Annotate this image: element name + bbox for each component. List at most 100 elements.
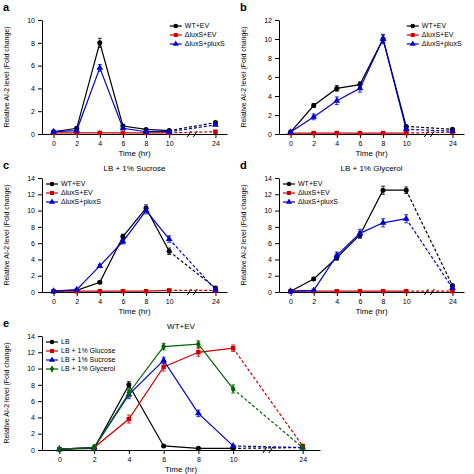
- legend-item: ΔluxS+EV: [283, 189, 330, 196]
- x-tick: 2: [75, 292, 79, 305]
- x-tick-mark: [164, 450, 165, 454]
- y-tick: 14: [27, 175, 42, 182]
- y-axis-title: Relative AI-2 level (Fold change): [240, 184, 248, 285]
- y-tick: 4: [31, 414, 42, 421]
- legend-label: LB + 1% Sucrose: [61, 356, 115, 363]
- series-line: [291, 39, 407, 132]
- y-tick-mark: [38, 211, 42, 212]
- y-tick-mark: [38, 111, 42, 112]
- point: [335, 289, 339, 293]
- x-axis-title: Time (hr): [118, 149, 150, 158]
- y-tick-label: 2: [268, 112, 272, 119]
- series-line-gap: [406, 291, 452, 292]
- y-tick: 8: [268, 224, 279, 231]
- y-tick-mark: [38, 369, 42, 370]
- y-tick: 0: [268, 289, 279, 296]
- y-axis: 02468101214: [27, 333, 42, 454]
- error-bar: [312, 104, 316, 108]
- x-tick-label: 6: [121, 298, 125, 305]
- series-line-gap: [406, 129, 452, 131]
- y-tick-mark: [38, 20, 42, 21]
- y-tick-label: 4: [268, 256, 272, 263]
- y-axis-line: [42, 21, 43, 135]
- x-tick: 8: [382, 134, 386, 147]
- legend-swatch-marker: [50, 191, 54, 195]
- figure: 0246810240246810Time (hr)Relative AI-2 l…: [0, 0, 474, 474]
- x-tick: 2: [312, 134, 316, 147]
- legend-swatch-marker: [411, 33, 415, 37]
- y-tick: 12: [264, 17, 279, 24]
- y-tick-mark: [275, 194, 279, 195]
- legend-swatch-marker: [49, 356, 55, 361]
- y-tick-label: 2: [31, 108, 35, 115]
- x-tick-label: 10: [230, 456, 238, 463]
- y-axis-line: [279, 21, 280, 135]
- point: [96, 262, 103, 268]
- point: [120, 124, 127, 130]
- y-tick-label: 14: [27, 333, 35, 340]
- x-tick: 24: [212, 134, 220, 147]
- point: [167, 249, 172, 254]
- point: [381, 188, 386, 193]
- point: [213, 129, 217, 133]
- x-tick: 0: [289, 292, 293, 305]
- y-tick-label: 6: [31, 240, 35, 247]
- series-line-gap: [169, 239, 215, 289]
- y-tick-mark: [275, 227, 279, 228]
- x-tick: 10: [166, 292, 174, 305]
- point: [334, 86, 339, 91]
- series-line-gap: [406, 126, 452, 129]
- error-bar: [231, 385, 235, 393]
- point: [310, 286, 317, 292]
- legend-label: ΔluxS+EV: [422, 31, 454, 38]
- y-tick-label: 14: [264, 175, 272, 182]
- x-tick: 0: [289, 134, 293, 147]
- y-tick-mark: [275, 20, 279, 21]
- x-tick-label: 10: [403, 140, 411, 147]
- y-tick-label: 12: [264, 191, 272, 198]
- panel-label: e: [3, 317, 9, 329]
- x-axis-line: [43, 292, 228, 293]
- series-line: [59, 385, 233, 449]
- legend-label: WT+EV: [61, 180, 86, 187]
- series-line-gap: [233, 389, 303, 448]
- series-line-gap: [169, 251, 215, 288]
- point: [121, 289, 125, 293]
- x-tick-label: 8: [145, 140, 149, 147]
- legend-item: LB: [46, 338, 70, 345]
- chart-root: 0246810240246810Time (hr)Relative AI-2 l…: [0, 0, 474, 474]
- point: [311, 131, 315, 135]
- y-tick: 14: [264, 175, 279, 182]
- error-bar: [127, 382, 131, 389]
- y-tick-mark: [38, 434, 42, 435]
- point: [50, 287, 57, 293]
- y-tick-label: 2: [31, 272, 35, 279]
- legend-label: ΔluxS+EV: [61, 189, 93, 196]
- y-tick-label: 6: [268, 240, 272, 247]
- y-tick-label: 4: [31, 414, 35, 421]
- point: [310, 113, 317, 119]
- x-tick-label: 4: [335, 140, 339, 147]
- point: [333, 97, 340, 103]
- x-tick: 0: [52, 292, 56, 305]
- error-bar: [404, 187, 408, 194]
- legend-label: WT+EV: [298, 180, 323, 187]
- y-tick: 12: [27, 191, 42, 198]
- legend-item: ΔluxS+EV: [407, 31, 454, 38]
- x-tick: 2: [312, 292, 316, 305]
- point: [380, 35, 387, 41]
- y-tick: 2: [31, 108, 42, 115]
- x-tick: 4: [335, 134, 339, 147]
- x-tick-label: 10: [166, 298, 174, 305]
- y-tick: 6: [268, 74, 279, 81]
- y-tick-mark: [38, 88, 42, 89]
- point: [403, 215, 410, 221]
- point: [403, 125, 410, 131]
- x-tick-label: 6: [121, 140, 125, 147]
- point: [381, 131, 385, 135]
- point: [404, 188, 409, 193]
- x-tick-label: 2: [312, 298, 316, 305]
- point: [166, 235, 173, 241]
- y-tick-label: 0: [31, 131, 35, 138]
- legend-swatch-marker: [287, 182, 292, 187]
